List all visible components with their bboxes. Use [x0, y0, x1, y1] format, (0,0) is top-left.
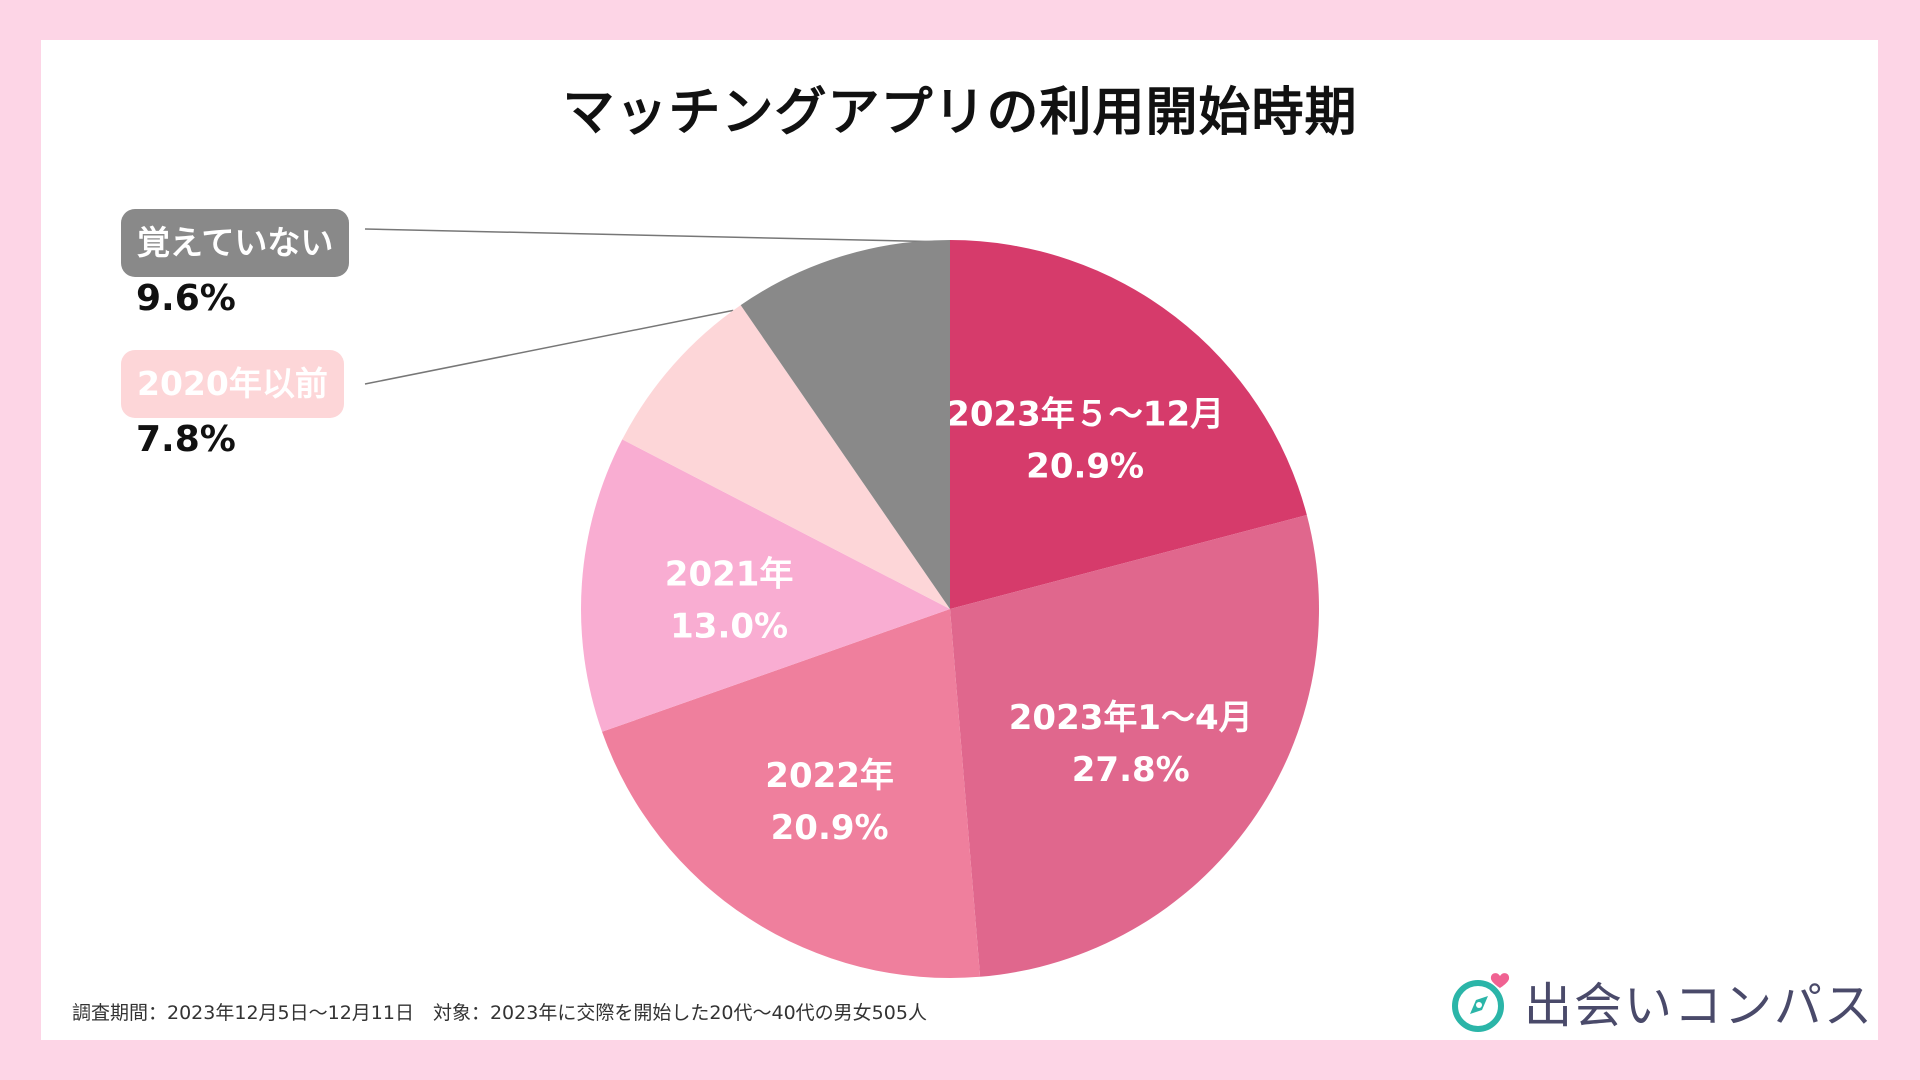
callout-value-unknown: 9.6% [136, 278, 236, 319]
callout-leader-line-5 [364, 228, 951, 243]
slice-value-3: 13.0% [670, 607, 788, 647]
pie-slice-4 [622, 305, 950, 609]
brand-logo-group: 出会いコンパス [1448, 966, 1874, 1036]
pie-slice-1 [950, 514, 1320, 977]
slice-value-1: 27.8% [1072, 750, 1190, 790]
callout-badge-2020-or-before: 2020年以前 [121, 350, 344, 418]
callout-badge-unknown: 覚えていない [121, 209, 350, 277]
slice-label-0: 2023年５～12月 [946, 395, 1224, 435]
slice-label-3: 2021年 [665, 555, 794, 595]
callout-leader-line-4 [364, 309, 734, 385]
pie-slice-5 [740, 240, 950, 609]
slice-value-2: 20.9% [771, 808, 889, 848]
chart-title: マッチングアプリの利用開始時期 [562, 83, 1358, 143]
slice-value-0: 20.9% [1026, 447, 1144, 487]
pie-slice-0 [950, 240, 1307, 609]
slice-label-2: 2022年 [765, 756, 894, 796]
pie-slice-2 [602, 609, 981, 978]
survey-footnote: 調査期間：2023年12月5日～12月11日 対象：2023年に交際を開始した2… [72, 1002, 927, 1024]
pie-slice-3 [581, 439, 950, 732]
brand-name: 出会いコンパス [1524, 978, 1875, 1034]
callout-value-2020-or-before: 7.8% [136, 419, 236, 460]
slice-label-1: 2023年1～4月 [1009, 698, 1253, 738]
compass-heart-icon [1452, 973, 1510, 1032]
